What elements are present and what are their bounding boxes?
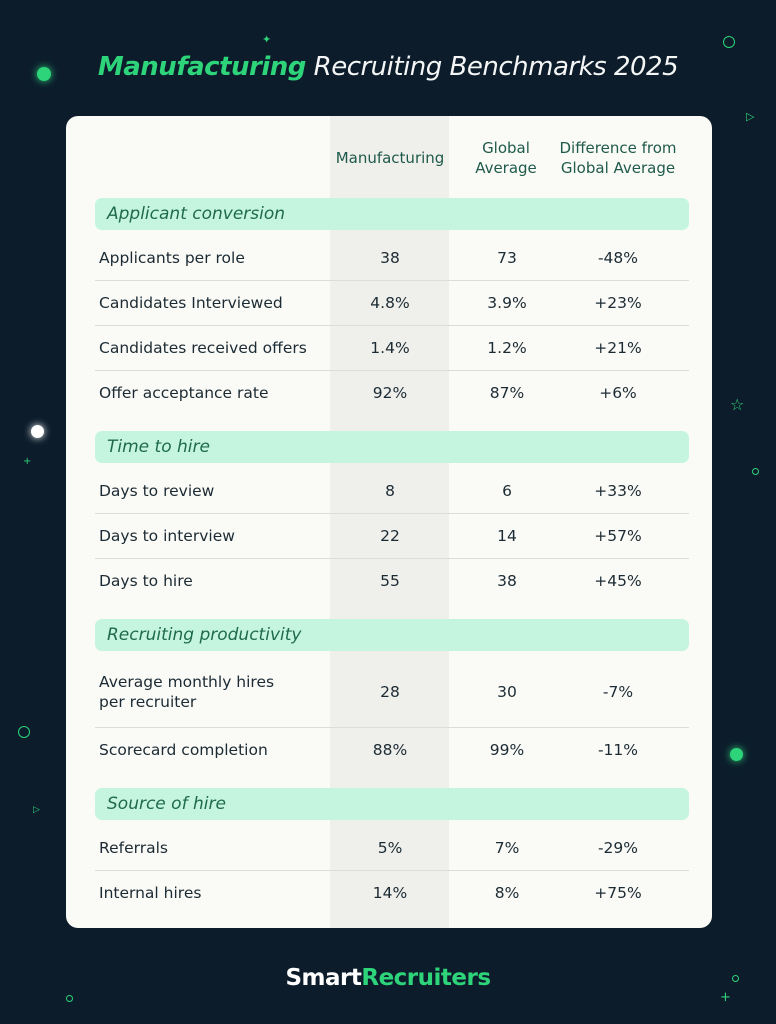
table-row: Days to interview 22 14 +57% — [95, 513, 689, 558]
global-average-value: 73 — [497, 249, 517, 267]
header-line: Average — [475, 159, 537, 177]
global-average-value: 99% — [489, 741, 525, 759]
manufacturing-value: 22 — [380, 527, 400, 545]
manufacturing-value: 4.8% — [370, 294, 410, 312]
difference-value: +75% — [594, 884, 642, 902]
manufacturing-value: 14% — [372, 884, 408, 902]
header-line: Difference from — [559, 139, 677, 157]
triangle-icon: ▷ — [33, 805, 40, 815]
section-rows: Days to review 8 6 +33% Days to interview 22 1… — [95, 469, 689, 603]
manufacturing-value: 55 — [380, 572, 400, 590]
glow-dot-icon — [37, 67, 51, 81]
glow-dot-icon — [31, 425, 44, 438]
difference-value: +33% — [594, 482, 642, 500]
section-rows: Average monthly hires per recruiter 28 30 -… — [95, 657, 689, 772]
logo-part1: Smart — [285, 965, 362, 991]
difference-value: +45% — [594, 572, 642, 590]
difference-value: -11% — [597, 741, 639, 759]
row-label: Scorecard completion — [99, 741, 268, 759]
manufacturing-value: 28 — [380, 683, 400, 701]
benchmark-table-card: Manufacturing Global Average Difference f… — [66, 116, 712, 928]
table-row: Days to hire 55 38 +45% — [95, 558, 689, 603]
table-row: Average monthly hires per recruiter 28 30 -… — [95, 657, 689, 727]
row-label: Days to interview — [99, 527, 235, 545]
difference-value: +57% — [594, 527, 642, 545]
page-title: Manufacturing Recruiting Benchmarks 2025 — [0, 52, 776, 82]
manufacturing-value: 38 — [380, 249, 400, 267]
difference-value: +21% — [594, 339, 642, 357]
table-row: Referrals 5% 7% -29% — [95, 826, 689, 870]
row-label: Applicants per role — [99, 249, 245, 267]
circle-icon — [66, 995, 73, 1002]
row-label: Average monthly hires per recruiter — [99, 673, 275, 711]
smartrecruiters-logo: SmartRecruiters — [0, 965, 776, 991]
title-highlight: Manufacturing — [97, 52, 307, 82]
table-row: Offer acceptance rate 92% 87% +6% — [95, 370, 689, 415]
global-average-value: 14 — [497, 527, 517, 545]
row-label: Candidates received offers — [99, 339, 307, 357]
section-header: Recruiting productivity — [95, 619, 689, 651]
table-body: Applicant conversion Applicants per role 3… — [95, 198, 689, 915]
difference-value: -29% — [597, 839, 639, 857]
sparkle-icon: ✦ — [262, 33, 272, 46]
manufacturing-value: 1.4% — [370, 339, 410, 357]
glow-dot-icon — [730, 748, 743, 761]
manufacturing-value: 92% — [372, 384, 408, 402]
table-row: Applicants per role 38 73 -48% — [95, 236, 689, 280]
difference-value: -48% — [597, 249, 639, 267]
star-icon: ☆ — [730, 395, 745, 414]
manufacturing-value: 8 — [385, 482, 395, 500]
circle-icon — [752, 468, 759, 475]
global-average-value: 1.2% — [487, 339, 527, 357]
row-label: Referrals — [99, 839, 168, 857]
global-average-value: 38 — [497, 572, 517, 590]
table-row: Candidates Interviewed 4.8% 3.9% +23% — [95, 280, 689, 325]
circle-icon — [723, 36, 735, 48]
difference-value: +6% — [599, 384, 637, 402]
row-label: Candidates Interviewed — [99, 294, 283, 312]
triangle-icon: ▷ — [746, 110, 755, 123]
global-average-value: 6 — [502, 482, 512, 500]
table-row: Internal hires 14% 8% +75% — [95, 870, 689, 915]
header-difference: Difference from Global Average — [548, 138, 688, 178]
section-header: Time to hire — [95, 431, 689, 463]
manufacturing-value: 5% — [377, 839, 403, 857]
header-line: Global Average — [560, 159, 676, 177]
title-rest: Recruiting Benchmarks 2025 — [305, 52, 679, 82]
difference-value: +23% — [594, 294, 642, 312]
section-rows: Referrals 5% 7% -29% Internal hires 14% 8% +75% — [95, 826, 689, 915]
section-rows: Applicants per role 38 73 -48% Candidates In… — [95, 236, 689, 415]
manufacturing-value: 88% — [372, 741, 408, 759]
circle-icon — [18, 726, 30, 738]
header-global-average: Global Average — [464, 138, 548, 178]
circle-icon — [732, 975, 739, 982]
global-average-value: 87% — [489, 384, 525, 402]
table-row: Days to review 8 6 +33% — [95, 469, 689, 513]
plus-icon: + — [23, 456, 32, 467]
global-average-value: 3.9% — [487, 294, 527, 312]
global-average-value: 7% — [494, 839, 520, 857]
logo-part2: Recruiters — [361, 965, 491, 991]
row-label: Days to review — [99, 482, 215, 500]
row-label: Internal hires — [99, 884, 202, 902]
table-row: Scorecard completion 88% 99% -11% — [95, 727, 689, 772]
global-average-value: 8% — [494, 884, 520, 902]
section-header: Applicant conversion — [95, 198, 689, 230]
section-header: Source of hire — [95, 788, 689, 820]
row-label: Days to hire — [99, 572, 193, 590]
global-average-value: 30 — [497, 683, 517, 701]
plus-icon: + — [720, 990, 731, 1005]
header-manufacturing: Manufacturing — [335, 149, 445, 167]
row-label: Offer acceptance rate — [99, 384, 269, 402]
difference-value: -7% — [602, 683, 634, 701]
table-row: Candidates received offers 1.4% 1.2% +21% — [95, 325, 689, 370]
header-line: Global — [482, 139, 530, 157]
